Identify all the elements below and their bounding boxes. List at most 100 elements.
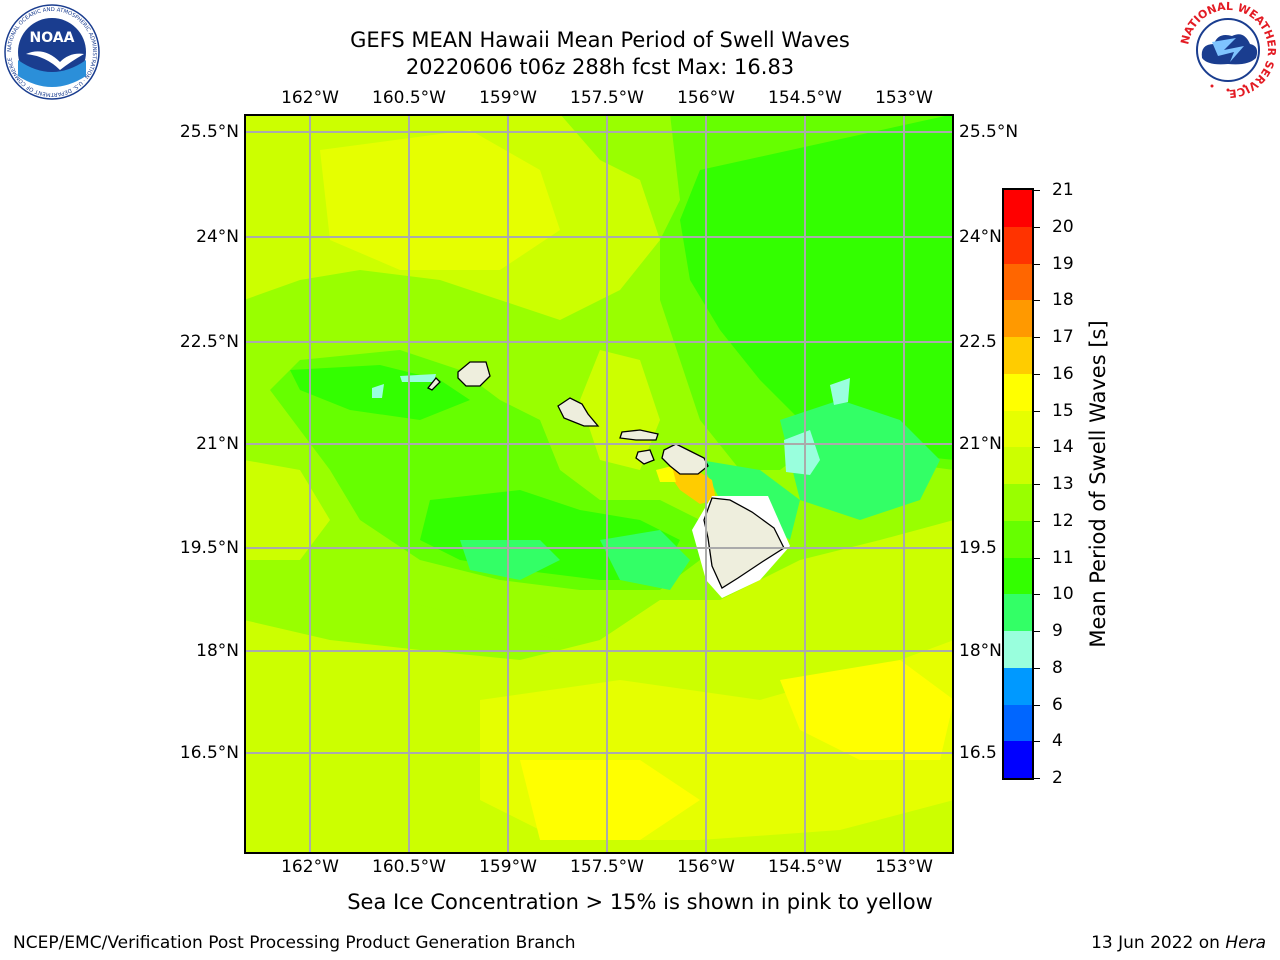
lon-label-top: 159°W (479, 88, 537, 108)
chart-subtitle: 20220606 t06z 288h fcst Max: 16.83 (405, 55, 795, 79)
colorbar-segment (1004, 337, 1032, 374)
colorbar-tick-label: 17 (1052, 327, 1074, 347)
colorbar-tick (1034, 300, 1040, 302)
lat-label-right: 22.5 (959, 332, 997, 352)
colorbar-tick-label: 13 (1052, 474, 1074, 494)
lat-label-left: 18°N (196, 641, 239, 661)
footer-credit: NCEP/EMC/Verification Post Processing Pr… (13, 933, 576, 953)
colorbar-tick (1034, 226, 1040, 228)
island-oahu (557, 397, 600, 427)
island-molokai (619, 429, 659, 441)
lon-label-top: 154.5°W (768, 88, 842, 108)
colorbar-tick-label: 6 (1052, 694, 1063, 715)
colorbar-tick-label: 2 (1052, 768, 1063, 788)
lat-label-right: 16.5 (959, 743, 997, 763)
colorbar-tick (1034, 447, 1040, 449)
colorbar-segment (1004, 447, 1032, 485)
footer-host: Hera (1225, 933, 1266, 953)
colorbar (1002, 188, 1034, 780)
colorbar-tick-label: 12 (1052, 510, 1074, 531)
colorbar-tick-label: 15 (1052, 400, 1074, 421)
colorbar-tick (1034, 631, 1040, 632)
colorbar-segment (1004, 594, 1032, 632)
colorbar-label: Mean Period of Swell Waves [s] (1086, 320, 1110, 648)
lon-label-bottom: 162°W (281, 857, 339, 877)
colorbar-tick-label: 16 (1052, 363, 1074, 384)
colorbar-tick-label: 18 (1052, 290, 1074, 311)
lat-label-right: 25.5°N (959, 122, 1019, 142)
lon-label-bottom: 159°W (479, 857, 537, 877)
lon-label-bottom: 154.5°W (768, 857, 842, 877)
colorbar-tick-label: 4 (1052, 731, 1063, 752)
graticule (246, 116, 952, 852)
lon-label-bottom: 157.5°W (570, 857, 644, 877)
colorbar-tick-label: 14 (1052, 437, 1074, 458)
colorbar-segment (1004, 704, 1032, 742)
island-kauai (457, 361, 491, 387)
island-lanai (635, 449, 655, 465)
lon-label-bottom: 156°W (677, 857, 735, 877)
sea-ice-note: Sea Ice Concentration > 15% is shown in … (347, 890, 933, 914)
colorbar-tick-label: 19 (1052, 253, 1074, 274)
colorbar-tick-label: 21 (1052, 180, 1074, 200)
lat-label-left: 24°N (196, 227, 239, 247)
colorbar-tick-label: 8 (1052, 657, 1063, 678)
lon-label-bottom: 160.5°W (372, 857, 446, 877)
colorbar-tick (1034, 594, 1040, 596)
lon-label-top: 160.5°W (372, 88, 446, 108)
colorbar-tick-label: 10 (1052, 584, 1074, 605)
colorbar-tick (1034, 704, 1040, 706)
colorbar-segment (1004, 667, 1032, 705)
lat-label-left: 22.5°N (179, 332, 239, 352)
colorbar-tick (1034, 484, 1040, 485)
colorbar-segment (1004, 631, 1032, 668)
cyan-patch (784, 430, 820, 475)
lon-label-top: 157.5°W (570, 88, 644, 108)
colorbar-tick (1034, 263, 1040, 265)
colorbar-tick (1034, 190, 1040, 191)
island-hawaii (703, 497, 785, 589)
footer-date: 13 Jun 2022 on Hera (1091, 933, 1266, 953)
chart-title: GEFS MEAN Hawaii Mean Period of Swell Wa… (350, 28, 850, 52)
colorbar-tick (1034, 778, 1040, 779)
lat-label-right: 21°N (959, 434, 1002, 454)
footer-date-text: 13 Jun 2022 on (1091, 933, 1226, 953)
colorbar-tick (1034, 667, 1040, 669)
colorbar-tick (1034, 557, 1040, 559)
swell-period-map (246, 116, 952, 852)
colorbar-tick-label: 20 (1052, 216, 1074, 237)
lon-label-top: 153°W (875, 88, 933, 108)
lat-label-left: 19.5°N (179, 538, 239, 558)
nws-logo: NATIONAL WEATHER SERVICE (1178, 0, 1278, 100)
lat-label-left: 25.5°N (179, 122, 239, 142)
svg-text:NOAA: NOAA (30, 30, 75, 46)
colorbar-tick-label: 11 (1052, 547, 1074, 568)
lon-label-top: 162°W (281, 88, 339, 108)
colorbar-tick (1034, 373, 1040, 375)
colorbar-segment (1004, 373, 1032, 411)
island-maui (661, 443, 709, 475)
colorbar-segment (1004, 190, 1032, 227)
lat-label-right: 24°N (959, 227, 1002, 247)
colorbar-segment (1004, 410, 1032, 448)
noaa-logo: NATIONAL OCEANIC AND ATMOSPHERIC ADMINIS… (4, 4, 100, 100)
lat-label-left: 21°N (196, 434, 239, 454)
colorbar-segment (1004, 520, 1032, 558)
colorbar-segment (1004, 741, 1032, 779)
colorbar-segment (1004, 300, 1032, 338)
lon-label-bottom: 153°W (875, 857, 933, 877)
lat-label-right: 18°N (959, 641, 1002, 661)
colorbar-segment (1004, 226, 1032, 264)
hotspot-orange (666, 466, 716, 504)
lat-label-right: 19.5 (959, 538, 997, 558)
colorbar-segment (1004, 263, 1032, 301)
colorbar-segment (1004, 557, 1032, 595)
colorbar-tick (1034, 741, 1040, 743)
colorbar-tick (1034, 337, 1040, 338)
map-panel (244, 114, 954, 854)
colorbar-tick (1034, 410, 1040, 412)
lat-label-left: 16.5°N (179, 743, 239, 763)
colorbar-segment (1004, 484, 1032, 521)
colorbar-tick-label: 9 (1052, 621, 1063, 641)
island-niihau (426, 377, 441, 391)
